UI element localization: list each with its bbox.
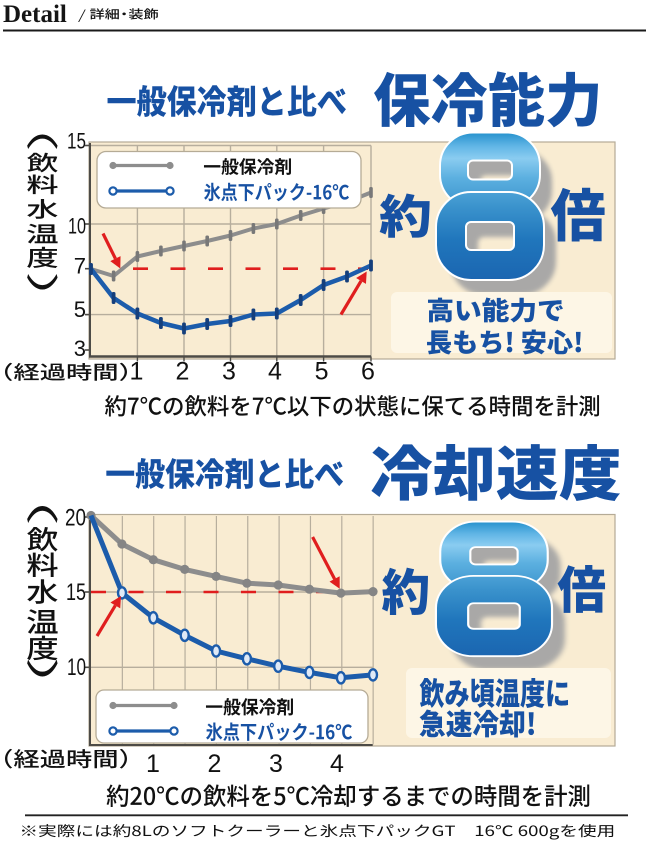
svg-text:6: 6 xyxy=(361,358,375,386)
svg-text:10: 10 xyxy=(68,214,86,239)
svg-text:4: 4 xyxy=(268,358,282,386)
svg-text:3: 3 xyxy=(222,358,236,386)
svg-text:5: 5 xyxy=(315,358,329,386)
svg-text:3: 3 xyxy=(269,750,283,778)
svg-text:10: 10 xyxy=(67,654,86,681)
svg-text:3: 3 xyxy=(74,336,86,361)
svg-text:15: 15 xyxy=(67,129,86,154)
svg-text:2: 2 xyxy=(208,750,222,778)
svg-text:2: 2 xyxy=(176,358,190,386)
svg-text:7: 7 xyxy=(74,254,86,279)
svg-text:4: 4 xyxy=(330,750,344,778)
svg-text:1: 1 xyxy=(130,358,144,386)
svg-text:20: 20 xyxy=(65,505,86,532)
svg-text:1: 1 xyxy=(146,750,160,778)
svg-text:5: 5 xyxy=(74,297,86,322)
svg-text:15: 15 xyxy=(66,579,86,606)
